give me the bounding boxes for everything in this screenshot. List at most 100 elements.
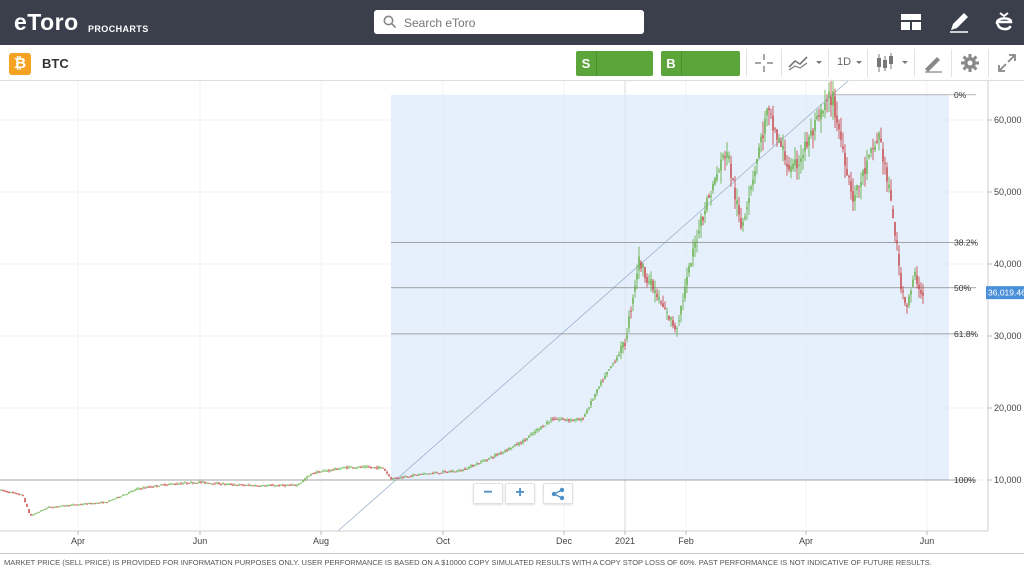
candle-body	[316, 471, 318, 473]
candle-body	[564, 419, 566, 421]
settings-button[interactable]	[951, 49, 988, 77]
candle-body	[832, 91, 834, 106]
candle-body	[0, 489, 2, 491]
zoom-out-button[interactable]: −	[473, 483, 503, 504]
candle-body	[838, 123, 840, 130]
candle-body	[708, 195, 710, 198]
candle-body	[774, 128, 776, 130]
candle-body	[160, 484, 162, 486]
candle-body	[806, 141, 808, 147]
candle-body	[466, 468, 468, 470]
candle-body	[208, 482, 210, 484]
candle-body	[52, 507, 54, 509]
candle-body	[502, 451, 504, 453]
candle-body	[80, 504, 82, 506]
candle-body	[636, 273, 638, 280]
indicators-button[interactable]	[781, 49, 828, 77]
edit-pencil-icon[interactable]	[947, 10, 971, 34]
candle-body	[604, 375, 606, 379]
candle-body	[590, 400, 592, 406]
candle-body	[876, 140, 878, 143]
candle-body	[662, 303, 664, 308]
candle-body	[616, 357, 618, 361]
candle-body	[510, 448, 512, 450]
candle-body	[308, 475, 310, 477]
candle-body	[540, 426, 542, 429]
candle-body	[844, 152, 846, 166]
top-navigation-bar: eToro PROCHARTS	[0, 0, 1024, 45]
candle-body	[752, 179, 754, 185]
candle-body	[280, 484, 282, 486]
etoro-logo[interactable]: eToro	[14, 9, 79, 35]
share-button[interactable]	[543, 483, 573, 504]
candle-body	[78, 504, 80, 506]
candle-body	[586, 410, 588, 414]
drawing-tools-icon	[925, 57, 942, 73]
fib-trendline	[337, 81, 849, 532]
candle-body	[366, 466, 368, 468]
candle-body	[394, 477, 396, 479]
candle-body	[746, 207, 748, 210]
x-axis: Apr Jun Aug Oct Dec 2021 Feb Apr Jun	[71, 531, 934, 546]
candle-body	[446, 472, 448, 474]
candle-body	[560, 419, 562, 421]
zoom-in-button[interactable]: +	[505, 483, 535, 504]
chart-type-button[interactable]	[867, 49, 914, 77]
candle-body	[568, 419, 570, 421]
fullscreen-button[interactable]	[988, 49, 1024, 77]
candle-body	[296, 484, 298, 486]
sell-button[interactable]: S 36020.08	[576, 51, 653, 96]
candle-body	[498, 453, 500, 455]
fib-level-label: 50%	[954, 283, 971, 293]
candle-body	[264, 485, 266, 487]
candle-body	[250, 485, 252, 487]
candle-body	[770, 113, 772, 115]
buy-button[interactable]: B 36291.22	[661, 51, 740, 96]
price-chart[interactable]: 10,000 20,000 30,000 40,000 50,000 60,000 Apr…	[0, 81, 1024, 553]
candle-body	[184, 482, 186, 484]
etoro-e-icon[interactable]	[992, 10, 1016, 34]
candle-body	[630, 310, 632, 312]
search-icon	[383, 15, 397, 29]
candle-body	[602, 380, 604, 382]
candle-body	[282, 484, 284, 486]
candle-body	[706, 197, 708, 211]
candle-body	[110, 499, 112, 501]
candle-body	[64, 505, 66, 507]
candle-body	[182, 483, 184, 485]
candle-body	[40, 510, 42, 512]
candle-body	[814, 120, 816, 131]
drawing-tools-button[interactable]	[914, 49, 951, 77]
candle-body	[26, 504, 28, 507]
candle-body	[504, 450, 506, 452]
search-input[interactable]	[402, 13, 636, 33]
candle-body	[792, 163, 794, 170]
candle-body	[60, 505, 62, 507]
candle-body	[102, 502, 104, 504]
share-icon	[551, 487, 565, 501]
candle-body	[786, 163, 788, 167]
candle-body	[804, 141, 806, 152]
candle-body	[860, 182, 862, 187]
timeframe-dropdown[interactable]: 1D	[828, 49, 867, 77]
search-box[interactable]	[374, 10, 644, 34]
candle-body	[214, 483, 216, 485]
candle-body	[402, 477, 404, 479]
candle-body	[846, 169, 848, 176]
candle-body	[460, 470, 462, 472]
candle-body	[664, 307, 666, 310]
candle-body	[48, 506, 50, 508]
candle-body	[168, 484, 170, 486]
sell-label: S	[576, 51, 597, 76]
candle-body	[404, 476, 406, 478]
layout-icon[interactable]	[899, 10, 923, 34]
candle-body	[642, 263, 644, 268]
candle-body	[198, 481, 200, 483]
candle-body	[304, 478, 306, 480]
fibonacci-retracement[interactable]	[0, 81, 976, 532]
crosshair-button[interactable]	[746, 49, 781, 77]
candle-body	[2, 489, 4, 491]
candle-body	[22, 494, 24, 497]
timeframe-value: 1D	[837, 56, 852, 68]
candle-body	[342, 467, 344, 469]
